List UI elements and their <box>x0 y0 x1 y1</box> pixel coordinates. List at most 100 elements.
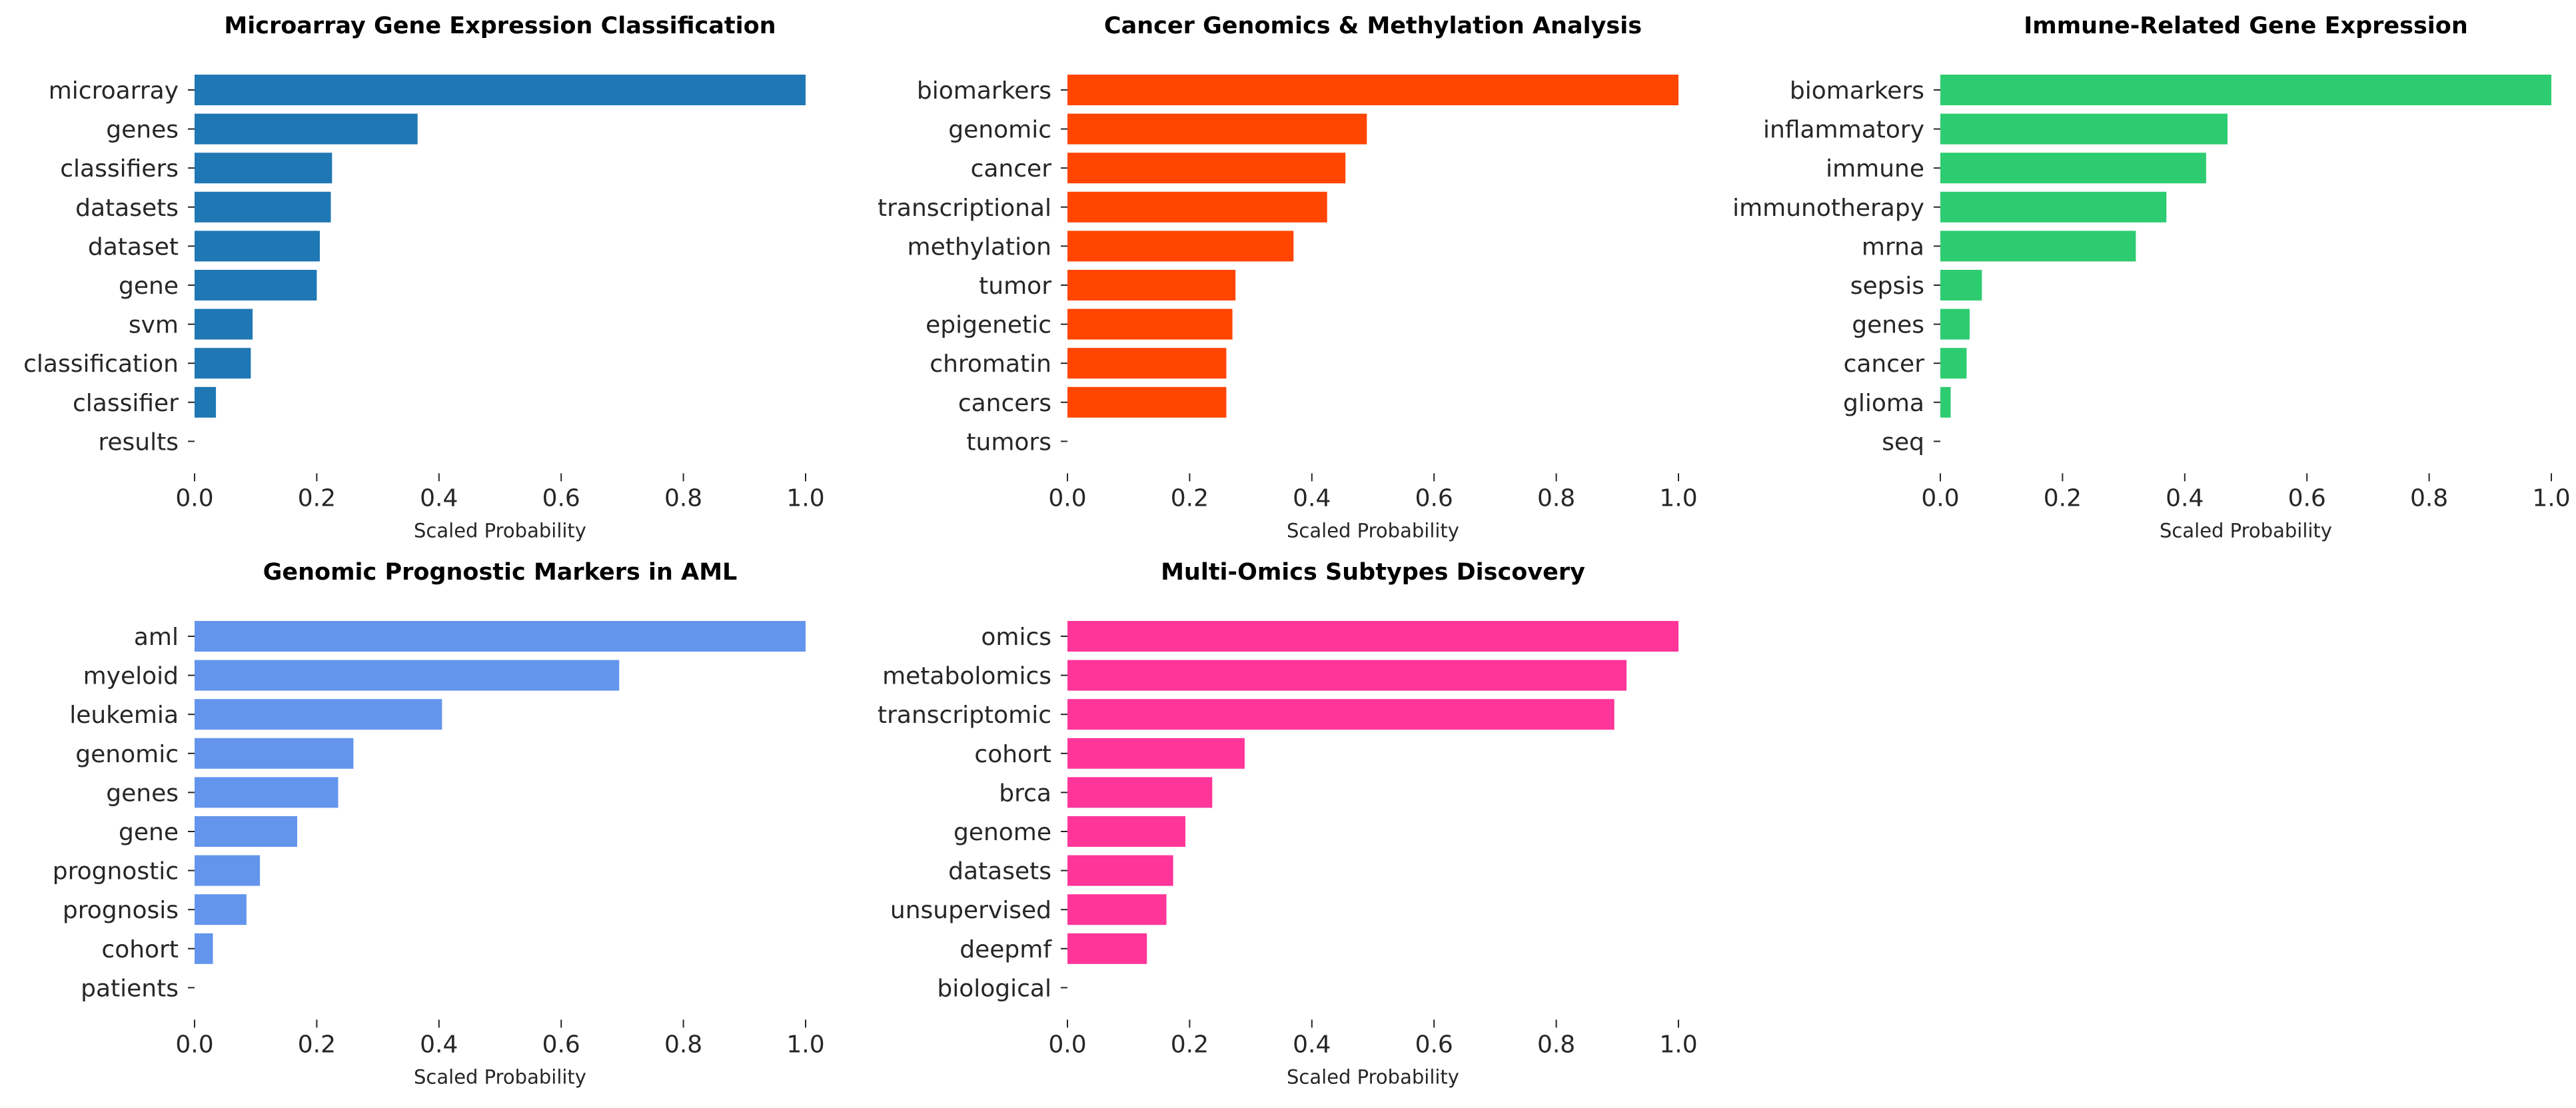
bar <box>1067 660 1627 691</box>
bar <box>195 894 247 925</box>
chart-panel: Immune-Related Gene Expression biomarkers… <box>1732 13 2571 542</box>
bar <box>1940 153 2206 184</box>
bar <box>1067 231 1294 262</box>
bar <box>1067 933 1147 964</box>
y-tick-label: classifiers <box>60 155 179 183</box>
y-tick-label: glioma <box>1843 390 1924 417</box>
bar <box>195 660 620 691</box>
y-tick-label: cancers <box>958 390 1051 417</box>
x-tick-label: 0.8 <box>2410 484 2448 512</box>
y-tick-label: prognosis <box>63 897 179 924</box>
y-tick-label: inflammatory <box>1763 117 1924 144</box>
chart-panel: Microarray Gene Expression Classificatio… <box>23 13 824 542</box>
y-tick-label: genes <box>106 780 179 807</box>
bar <box>195 777 338 808</box>
x-tick-label: 1.0 <box>786 484 824 512</box>
y-tick-label: genomic <box>75 741 179 768</box>
x-tick-label: 0.2 <box>298 1031 336 1058</box>
x-tick-label: 0.0 <box>1921 484 1959 512</box>
bar <box>1940 348 1967 379</box>
x-tick-label: 0.4 <box>1293 1031 1331 1058</box>
x-tick-label: 0.6 <box>1415 484 1453 512</box>
x-axis-label: Scaled Probability <box>414 519 586 542</box>
bar <box>1940 75 2551 105</box>
y-tick-label: biomarkers <box>1790 77 1924 105</box>
bar <box>195 113 418 145</box>
y-tick-label: cohort <box>974 741 1051 768</box>
bar <box>1940 270 1982 300</box>
x-tick-label: 0.8 <box>664 1031 702 1058</box>
bar <box>195 348 251 379</box>
x-tick-label: 0.6 <box>2288 484 2326 512</box>
chart-title: Immune-Related Gene Expression <box>2024 13 2468 39</box>
y-tick-label: classifier <box>73 390 179 417</box>
y-tick-label: methylation <box>908 233 1051 261</box>
bar <box>1067 191 1327 223</box>
x-tick-label: 0.0 <box>1048 1031 1086 1058</box>
x-tick-label: 0.8 <box>1537 484 1575 512</box>
y-tick-label: unsupervised <box>890 897 1051 924</box>
bar <box>1940 308 1970 340</box>
chart-panel: Genomic Prognostic Markers in AML aml myel… <box>53 559 825 1088</box>
x-tick-label: 0.4 <box>420 484 458 512</box>
y-tick-label: microarray <box>49 77 179 105</box>
x-tick-label: 0.6 <box>542 484 580 512</box>
y-tick-label: epigenetic <box>926 312 1051 339</box>
y-tick-label: transcriptomic <box>878 702 1051 729</box>
y-tick-label: classification <box>23 350 179 378</box>
x-tick-label: 0.4 <box>420 1031 458 1058</box>
y-tick-label: gene <box>119 273 179 300</box>
x-axis-label: Scaled Probability <box>1287 1065 1459 1088</box>
y-tick-label: prognostic <box>53 858 179 885</box>
bar <box>195 699 442 730</box>
y-tick-label: datasets <box>75 195 179 222</box>
y-tick-label: aml <box>134 624 179 651</box>
bar <box>1067 153 1346 184</box>
y-tick-label: immune <box>1826 155 1924 183</box>
y-tick-label: chromatin <box>930 350 1051 378</box>
bar <box>195 308 253 340</box>
x-tick-label: 1.0 <box>786 1031 824 1058</box>
x-tick-label: 0.2 <box>1171 1031 1209 1058</box>
chart-title: Multi-Omics Subtypes Discovery <box>1161 559 1585 586</box>
bar <box>195 386 217 418</box>
y-tick-label: leukemia <box>69 702 179 729</box>
bar <box>1940 231 2136 262</box>
bar <box>195 933 213 964</box>
y-tick-label: deepmf <box>960 936 1052 963</box>
x-tick-label: 0.2 <box>298 484 336 512</box>
x-tick-label: 1.0 <box>2532 484 2570 512</box>
bar <box>195 191 331 223</box>
y-tick-label: cancer <box>971 155 1052 183</box>
y-tick-label: biomarkers <box>917 77 1051 105</box>
bar <box>1940 386 1951 418</box>
y-tick-label: seq <box>1882 428 1924 456</box>
x-tick-label: 0.0 <box>175 484 213 512</box>
bar <box>195 855 261 886</box>
bar <box>1067 855 1173 886</box>
bar <box>1940 113 2228 145</box>
y-tick-label: results <box>98 428 179 456</box>
y-tick-label: tumor <box>979 273 1051 300</box>
x-tick-label: 0.0 <box>1048 484 1086 512</box>
chart-title: Microarray Gene Expression Classificatio… <box>224 13 776 39</box>
bar <box>1067 386 1227 418</box>
y-tick-label: patients <box>81 975 179 1002</box>
y-tick-label: mrna <box>1862 233 1924 261</box>
x-tick-label: 0.4 <box>1293 484 1331 512</box>
x-tick-label: 0.8 <box>1537 1031 1575 1058</box>
y-tick-label: metabolomics <box>882 663 1051 690</box>
y-tick-label: transcriptional <box>878 195 1051 222</box>
x-axis-label: Scaled Probability <box>414 1065 586 1088</box>
y-tick-label: genome <box>954 819 1051 846</box>
chart-title: Cancer Genomics & Methylation Analysis <box>1104 13 1642 39</box>
y-tick-label: brca <box>999 780 1051 807</box>
y-tick-label: immunotherapy <box>1732 195 1924 222</box>
bar <box>195 270 317 300</box>
bar <box>1067 75 1678 105</box>
chart-title: Genomic Prognostic Markers in AML <box>263 559 738 586</box>
y-tick-label: biological <box>937 975 1051 1002</box>
x-axis-label: Scaled Probability <box>1287 519 1459 542</box>
y-tick-label: genes <box>1852 312 1924 339</box>
